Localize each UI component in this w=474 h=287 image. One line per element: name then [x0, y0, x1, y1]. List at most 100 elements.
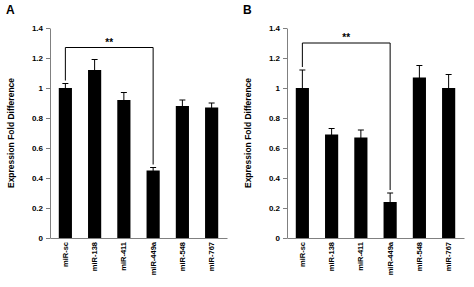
error-bar [92, 60, 98, 81]
error-line [331, 129, 332, 141]
tick-mark [46, 208, 50, 209]
tick-label: miR-548 [415, 242, 424, 271]
tick-label: miR-449a [386, 241, 395, 275]
tick-mark [283, 88, 287, 89]
error-bar [329, 129, 335, 141]
error-line [123, 93, 124, 108]
error-bar [121, 93, 127, 108]
error-cap [416, 89, 422, 90]
error-cap [416, 65, 422, 66]
tick: 0.8 [32, 114, 50, 123]
tick: 1.4 [269, 24, 287, 33]
tick: 0 [276, 234, 287, 243]
error-line [419, 66, 420, 90]
tick-label: miR-449a [149, 241, 158, 275]
significance-bracket [302, 43, 390, 190]
error-line [448, 75, 449, 102]
tick-label: 0.6 [269, 144, 281, 153]
tick-label: miR-548 [178, 242, 187, 271]
bar [59, 88, 72, 238]
error-bar [299, 70, 305, 106]
error-bar [446, 75, 452, 102]
error-cap [62, 83, 68, 84]
error-cap [150, 167, 156, 168]
tick-mark [46, 58, 50, 59]
error-cap [121, 107, 127, 108]
tick-mark [46, 148, 50, 149]
axis-line [287, 29, 288, 239]
annotation: ** [105, 37, 113, 48]
bar [296, 88, 309, 238]
axis-line [51, 238, 228, 239]
y-axis: 00.20.40.60.811.21.4 [32, 24, 51, 243]
error-bar [416, 66, 422, 90]
tick-label: miR-411 [119, 242, 128, 271]
tick: miR-548 [178, 238, 187, 271]
tick: miR-767 [444, 238, 453, 271]
error-cap [387, 211, 393, 212]
tick-label: miR-138 [90, 242, 99, 271]
error-cap [92, 80, 98, 81]
error-cap [209, 103, 215, 104]
bar [147, 171, 160, 239]
tick: 1.2 [32, 54, 50, 63]
tick-mark [283, 208, 287, 209]
tick-label: 0.4 [269, 174, 281, 183]
panel: 00.20.40.60.811.21.4miR-scmiR-138miR-411… [32, 24, 228, 275]
tick-label: miR-sc [298, 242, 307, 267]
error-cap [121, 92, 127, 93]
plot-area [296, 66, 455, 239]
plot-area [59, 60, 218, 239]
error-cap [179, 112, 185, 113]
bar [413, 78, 426, 239]
error-cap [358, 145, 364, 146]
tick-mark [283, 118, 287, 119]
error-line [390, 193, 391, 211]
tick: 1.4 [32, 24, 50, 33]
tick-mark [46, 88, 50, 89]
tick-label: 0 [39, 234, 44, 243]
x-axis: miR-scmiR-138miR-411miR-449amiR-548miR-7… [51, 238, 228, 275]
error-line [65, 84, 66, 93]
y-axis-title: Expression Fold Difference [243, 78, 253, 188]
tick: miR-411 [356, 238, 365, 271]
error-cap [299, 70, 305, 71]
y-axis-title: Expression Fold Difference [6, 78, 16, 188]
axis-line [50, 29, 51, 239]
tick-mark [283, 238, 287, 239]
error-cap [387, 193, 393, 194]
error-line [153, 168, 154, 174]
error-cap [446, 74, 452, 75]
panel-title: B [243, 3, 252, 17]
error-line [94, 60, 95, 81]
tick: miR-449a [386, 238, 395, 275]
tick-mark [46, 238, 50, 239]
tick-mark [283, 58, 287, 59]
tick: 0.4 [269, 174, 287, 183]
bar [176, 106, 189, 238]
bar [442, 88, 455, 238]
tick: miR-411 [119, 238, 128, 271]
panel-title: A [6, 3, 15, 17]
error-cap [209, 112, 215, 113]
tick-label: 1.2 [32, 54, 44, 63]
error-bar [62, 84, 68, 93]
panel: 00.20.40.60.811.21.4miR-scmiR-138miR-411… [269, 24, 465, 275]
tick-label: 0.4 [32, 174, 44, 183]
tick-label: 1.4 [32, 24, 44, 33]
tick-label: 0.6 [32, 144, 44, 153]
tick: miR-767 [207, 238, 216, 271]
tick: miR-548 [415, 238, 424, 271]
tick-label: 1 [276, 84, 281, 93]
error-line [302, 70, 303, 106]
axis-line [288, 238, 465, 239]
tick-label: miR-138 [327, 242, 336, 271]
tick: 1 [276, 84, 287, 93]
tick: miR-138 [327, 238, 336, 271]
tick-label: miR-411 [356, 242, 365, 271]
tick-mark [283, 178, 287, 179]
tick-label: 0.2 [269, 204, 281, 213]
tick-mark [46, 118, 50, 119]
tick: miR-449a [149, 238, 158, 275]
x-axis: miR-sc miR-138 miR-411 miR-449a miR-548 miR-7… [288, 238, 465, 275]
